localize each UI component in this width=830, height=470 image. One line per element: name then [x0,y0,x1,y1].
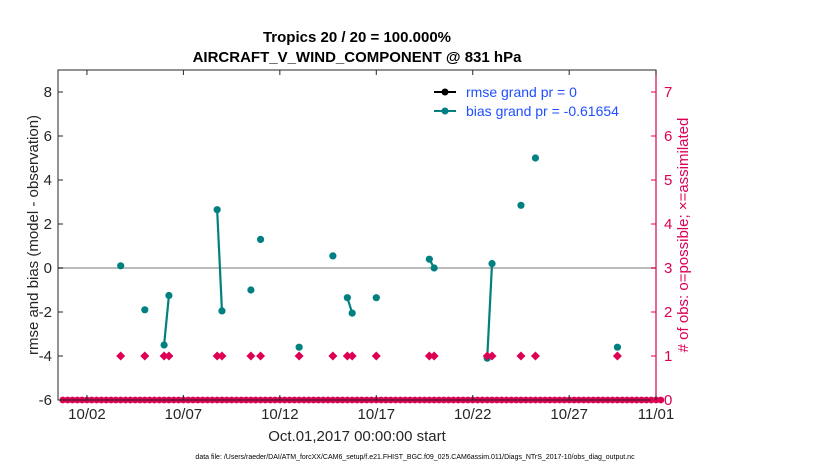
y-tick-label: -6 [39,392,52,409]
y-tick-label-right: 5 [664,172,672,189]
chart-title: Tropics 20 / 20 = 100.000% [263,29,451,46]
obs-assimilated-point [217,351,227,361]
y-axis-label-right: # of obs: o=possible; ×=assimilated [675,118,692,353]
obs-assimilated-point [164,351,174,361]
bias-point [141,306,149,314]
legend-box [420,78,648,118]
y-tick-label-right: 4 [664,216,672,233]
y-tick-label: -2 [39,304,52,321]
obs-assimilated-point [159,351,169,361]
obs-assimilated-point [530,351,540,361]
x-axis-label: Oct.01,2017 00:00:00 start [268,428,446,445]
legend-rmse-marker [441,88,449,96]
obs-assimilated-point [482,351,492,361]
bias-point [613,343,622,351]
bias-point [372,294,380,302]
y-tick-label: -4 [39,348,52,365]
legend-bias-marker [441,107,449,115]
y-tick-label: 6 [44,128,52,145]
bias-point [329,252,337,260]
x-tick-label: 10/22 [454,406,492,423]
bias-point [348,309,356,317]
legend-rmse-label: rmse grand pr = 0 [466,84,577,100]
y-tick-label: 8 [44,84,52,101]
x-tick-label: 11/01 [638,406,674,423]
bias-point [430,264,438,272]
y-tick-label-right: 6 [664,128,672,145]
obs-assimilated-point [342,351,352,361]
obs-assimilated-point [516,351,526,361]
bias-line [486,263,494,359]
obs-assimilated-point [487,351,497,361]
obs-assimilated-point [140,351,150,361]
bias-point [247,286,255,294]
footnote: data file: /Users/raeder/DAI/ATM_forcXX/… [195,454,635,461]
axes-layer: -6 -4 -2 0 2 4 6 8 0 1 2 3 4 5 6 7 10/02 10/07 10/12 10/17 1… [39,70,674,423]
y-tick-label-right: 7 [664,84,672,101]
y-tick-label: 0 [44,260,52,277]
x-tick-label: 10/12 [261,406,299,423]
obs-assimilated-point [246,351,256,361]
y-axis-label: rmse and bias (model - observation) [25,115,42,355]
legend: rmse grand pr = 0 bias grand pr = -0.616… [420,78,648,119]
obs-assimilated-point [612,351,622,361]
bias-point [165,291,173,300]
bias-point [488,260,496,268]
x-tick-label: 10/07 [165,406,203,423]
x-tick-label: 10/27 [550,406,588,423]
bias-point [218,307,226,315]
bias-point [425,255,433,263]
bias-point [517,201,525,209]
obs-assimilated-point [429,351,439,361]
obs-assimilated-point [256,351,266,361]
obs-assimilated-point [347,351,357,361]
bias-point [343,294,351,302]
obs-assimilated-point [328,351,338,361]
plot-area [58,70,656,400]
y-tick-label-right: 0 [664,392,672,409]
bias-point [160,341,168,349]
bias-point [117,262,125,270]
bias-point [295,343,303,351]
obs-possible-point [657,396,665,404]
y-tick-label: 2 [44,216,52,233]
legend-bias-label: bias grand pr = -0.61654 [466,103,619,119]
obs-assimilated-point [212,351,222,361]
y-tick-label-right: 2 [664,304,672,321]
bias-line [163,295,171,346]
chart-subtitle: AIRCRAFT_V_WIND_COMPONENT @ 831 hPa [193,49,523,66]
bias-line [216,209,224,311]
x-tick-label: 10/02 [68,406,106,423]
obs-assimilated-point [116,351,126,361]
bias-point [531,154,540,162]
obs-assimilated-point [294,351,304,361]
bias-point [213,206,221,214]
y-tick-label-right: 1 [664,348,672,365]
y-tick-label: 4 [44,172,52,189]
x-tick-label: 10/17 [358,406,396,423]
bias-point [256,235,265,243]
y-tick-label-right: 3 [664,260,672,277]
obs-assimilated-point [424,351,434,361]
obs-assimilated-point [371,351,381,361]
